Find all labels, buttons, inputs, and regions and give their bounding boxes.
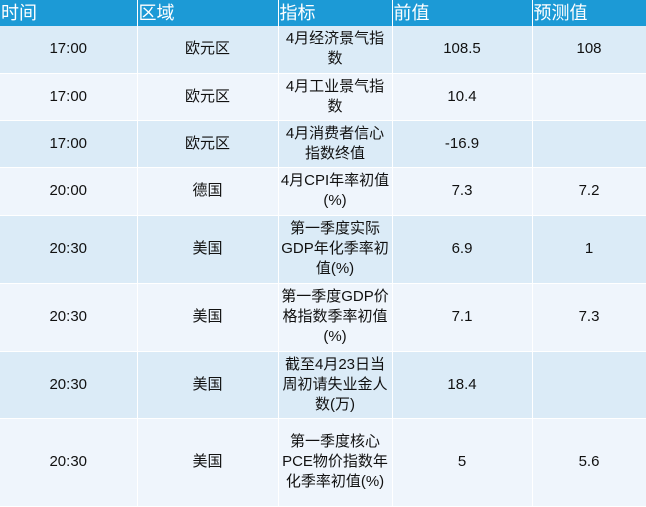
cell-time: 20:30 <box>0 215 138 284</box>
cell-previous: 7.3 <box>392 167 533 216</box>
header-region: 区域 <box>137 0 279 26</box>
cell-time: 20:00 <box>0 167 138 216</box>
cell-time: 20:30 <box>0 418 138 507</box>
table-row: 20:30 美国 第一季度GDP价格指数季率初值(%) 7.1 7.3 <box>0 283 646 352</box>
cell-region: 欧元区 <box>137 26 279 74</box>
cell-previous: 7.1 <box>392 283 533 352</box>
cell-forecast: 108 <box>532 26 646 74</box>
cell-time: 20:30 <box>0 351 138 419</box>
table-row: 20:30 美国 第一季度实际GDP年化季率初值(%) 6.9 1 <box>0 215 646 284</box>
cell-forecast: 1 <box>532 215 646 284</box>
table-row: 17:00 欧元区 4月工业景气指数 10.4 <box>0 73 646 121</box>
cell-region: 美国 <box>137 351 279 419</box>
cell-indicator: 4月CPI年率初值(%) <box>278 167 393 216</box>
header-forecast: 预测值 <box>532 0 646 26</box>
header-indicator: 指标 <box>278 0 393 26</box>
header-row: 时间 区域 指标 前值 预测值 <box>0 0 646 26</box>
cell-forecast: 7.2 <box>532 167 646 216</box>
cell-forecast: 7.3 <box>532 283 646 352</box>
cell-previous: 5 <box>392 418 533 507</box>
cell-indicator: 截至4月23日当周初请失业金人数(万) <box>278 351 393 419</box>
cell-region: 德国 <box>137 167 279 216</box>
cell-forecast <box>532 73 646 121</box>
cell-indicator: 4月经济景气指数 <box>278 26 393 74</box>
header-previous: 前值 <box>392 0 533 26</box>
cell-region: 美国 <box>137 418 279 507</box>
cell-indicator: 第一季度GDP价格指数季率初值(%) <box>278 283 393 352</box>
cell-forecast: 5.6 <box>532 418 646 507</box>
cell-time: 17:00 <box>0 26 138 74</box>
cell-region: 欧元区 <box>137 120 279 168</box>
cell-indicator: 4月工业景气指数 <box>278 73 393 121</box>
cell-previous: 6.9 <box>392 215 533 284</box>
cell-time: 20:30 <box>0 283 138 352</box>
cell-indicator: 第一季度核心PCE物价指数年化季率初值(%) <box>278 418 393 507</box>
cell-previous: 108.5 <box>392 26 533 74</box>
header-time: 时间 <box>0 0 138 26</box>
cell-region: 美国 <box>137 215 279 284</box>
table-row: 17:00 欧元区 4月经济景气指数 108.5 108 <box>0 26 646 74</box>
cell-region: 美国 <box>137 283 279 352</box>
cell-previous: 18.4 <box>392 351 533 419</box>
cell-time: 17:00 <box>0 120 138 168</box>
cell-forecast <box>532 351 646 419</box>
table-row: 17:00 欧元区 4月消费者信心指数终值 -16.9 <box>0 120 646 168</box>
cell-forecast <box>532 120 646 168</box>
cell-indicator: 4月消费者信心指数终值 <box>278 120 393 168</box>
cell-previous: 10.4 <box>392 73 533 121</box>
table-row: 20:30 美国 截至4月23日当周初请失业金人数(万) 18.4 <box>0 351 646 419</box>
cell-region: 欧元区 <box>137 73 279 121</box>
cell-previous: -16.9 <box>392 120 533 168</box>
table-row: 20:00 德国 4月CPI年率初值(%) 7.3 7.2 <box>0 167 646 216</box>
cell-time: 17:00 <box>0 73 138 121</box>
table-row: 20:30 美国 第一季度核心PCE物价指数年化季率初值(%) 5 5.6 <box>0 418 646 507</box>
cell-indicator: 第一季度实际GDP年化季率初值(%) <box>278 215 393 284</box>
